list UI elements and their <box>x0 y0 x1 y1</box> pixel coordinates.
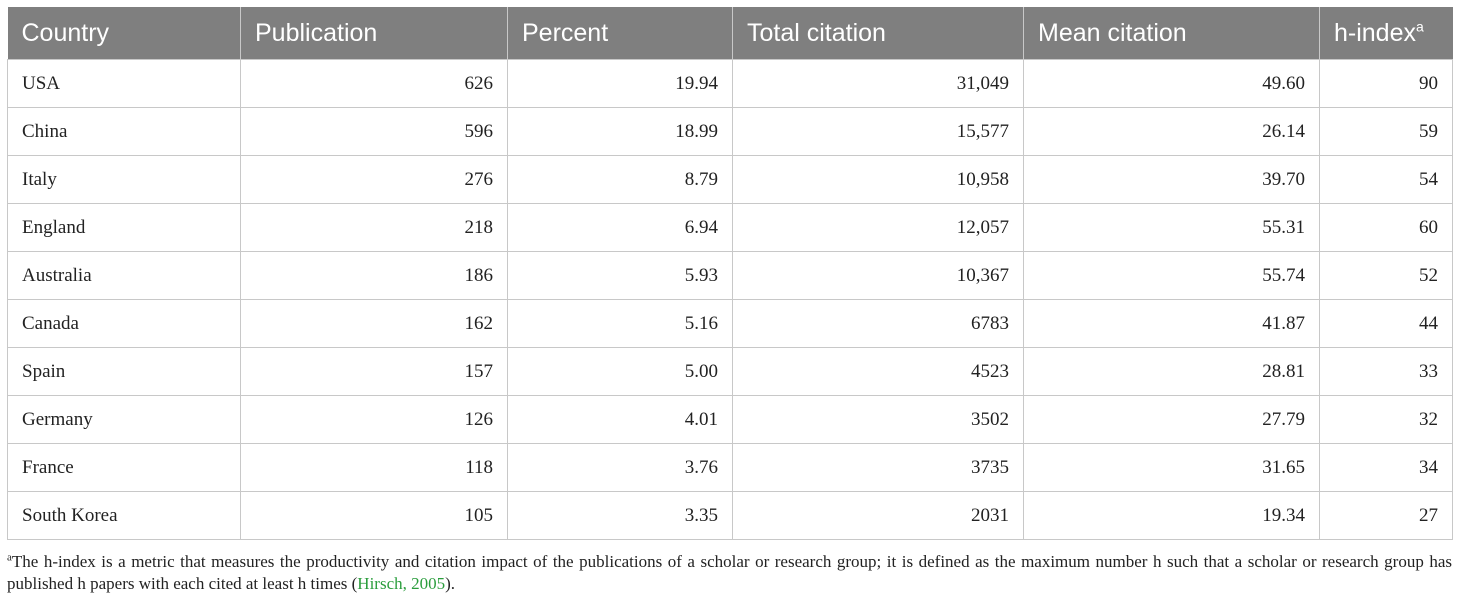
table-container: Country Publication Percent Total citati… <box>7 7 1453 540</box>
cell-percent: 4.01 <box>507 395 733 444</box>
header-publication: Publication <box>240 7 508 60</box>
header-footnote-marker: a <box>1416 18 1424 35</box>
cell-h-index: 27 <box>1319 491 1453 540</box>
cell-mean-citation: 39.70 <box>1023 155 1320 204</box>
cell-country: England <box>7 203 241 252</box>
cell-h-index: 59 <box>1319 107 1453 156</box>
cell-mean-citation: 28.81 <box>1023 347 1320 396</box>
cell-total-citation: 3502 <box>732 395 1024 444</box>
cell-publication: 626 <box>240 59 508 108</box>
cell-h-index: 34 <box>1319 443 1453 492</box>
table-row: South Korea 105 3.35 2031 19.34 27 <box>7 491 1453 540</box>
header-total-citation: Total citation <box>732 7 1024 60</box>
table-row: Germany 126 4.01 3502 27.79 32 <box>7 395 1453 444</box>
cell-percent: 18.99 <box>507 107 733 156</box>
cell-country: Australia <box>7 251 241 300</box>
cell-mean-citation: 55.31 <box>1023 203 1320 252</box>
cell-percent: 6.94 <box>507 203 733 252</box>
cell-publication: 157 <box>240 347 508 396</box>
cell-percent: 5.16 <box>507 299 733 348</box>
footnote-marker: a <box>7 551 12 564</box>
cell-country: Germany <box>7 395 241 444</box>
cell-mean-citation: 49.60 <box>1023 59 1320 108</box>
cell-total-citation: 31,049 <box>732 59 1024 108</box>
cell-publication: 186 <box>240 251 508 300</box>
cell-total-citation: 3735 <box>732 443 1024 492</box>
cell-publication: 126 <box>240 395 508 444</box>
table-row: Italy 276 8.79 10,958 39.70 54 <box>7 155 1453 204</box>
cell-country: Italy <box>7 155 241 204</box>
cell-publication: 218 <box>240 203 508 252</box>
cell-country: Spain <box>7 347 241 396</box>
cell-mean-citation: 27.79 <box>1023 395 1320 444</box>
cell-percent: 5.00 <box>507 347 733 396</box>
table-row: Canada 162 5.16 6783 41.87 44 <box>7 299 1453 348</box>
cell-h-index: 44 <box>1319 299 1453 348</box>
cell-h-index: 52 <box>1319 251 1453 300</box>
table-footnote: aThe h-index is a metric that measures t… <box>7 551 1452 595</box>
header-mean-citation: Mean citation <box>1023 7 1320 60</box>
cell-total-citation: 6783 <box>732 299 1024 348</box>
cell-publication: 596 <box>240 107 508 156</box>
table-row: France 118 3.76 3735 31.65 34 <box>7 443 1453 492</box>
cell-total-citation: 10,367 <box>732 251 1024 300</box>
footnote-citation-link[interactable]: Hirsch, 2005 <box>357 574 446 593</box>
table-row: Spain 157 5.00 4523 28.81 33 <box>7 347 1453 396</box>
cell-total-citation: 15,577 <box>732 107 1024 156</box>
header-percent: Percent <box>507 7 733 60</box>
cell-h-index: 60 <box>1319 203 1453 252</box>
cell-mean-citation: 31.65 <box>1023 443 1320 492</box>
cell-h-index: 90 <box>1319 59 1453 108</box>
cell-country: Canada <box>7 299 241 348</box>
cell-h-index: 32 <box>1319 395 1453 444</box>
table-row: USA 626 19.94 31,049 49.60 90 <box>7 59 1453 108</box>
cell-percent: 3.76 <box>507 443 733 492</box>
cell-mean-citation: 26.14 <box>1023 107 1320 156</box>
cell-country: France <box>7 443 241 492</box>
table-row: China 596 18.99 15,577 26.14 59 <box>7 107 1453 156</box>
header-row: Country Publication Percent Total citati… <box>7 7 1453 60</box>
cell-country: China <box>7 107 241 156</box>
header-h-index-label: h-index <box>1334 18 1416 47</box>
cell-publication: 276 <box>240 155 508 204</box>
cell-percent: 5.93 <box>507 251 733 300</box>
table-body: USA 626 19.94 31,049 49.60 90 China 596 18.99 15,… <box>7 59 1453 540</box>
cell-publication: 105 <box>240 491 508 540</box>
header-h-index: h-indexa <box>1319 7 1453 60</box>
cell-publication: 118 <box>240 443 508 492</box>
cell-total-citation: 12,057 <box>732 203 1024 252</box>
cell-total-citation: 4523 <box>732 347 1024 396</box>
cell-percent: 3.35 <box>507 491 733 540</box>
header-country: Country <box>7 7 241 60</box>
cell-total-citation: 2031 <box>732 491 1024 540</box>
country-citation-table: Country Publication Percent Total citati… <box>7 7 1453 540</box>
cell-mean-citation: 19.34 <box>1023 491 1320 540</box>
table-row: Australia 186 5.93 10,367 55.74 52 <box>7 251 1453 300</box>
cell-total-citation: 10,958 <box>732 155 1024 204</box>
table-row: England 218 6.94 12,057 55.31 60 <box>7 203 1453 252</box>
cell-mean-citation: 41.87 <box>1023 299 1320 348</box>
footnote-closing: ). <box>445 574 456 593</box>
cell-percent: 19.94 <box>507 59 733 108</box>
cell-h-index: 33 <box>1319 347 1453 396</box>
cell-percent: 8.79 <box>507 155 733 204</box>
cell-h-index: 54 <box>1319 155 1453 204</box>
cell-publication: 162 <box>240 299 508 348</box>
cell-country: USA <box>7 59 241 108</box>
table-header: Country Publication Percent Total citati… <box>7 7 1453 60</box>
cell-country: South Korea <box>7 491 241 540</box>
footnote-text: The h-index is a metric that measures th… <box>7 552 1452 593</box>
cell-mean-citation: 55.74 <box>1023 251 1320 300</box>
